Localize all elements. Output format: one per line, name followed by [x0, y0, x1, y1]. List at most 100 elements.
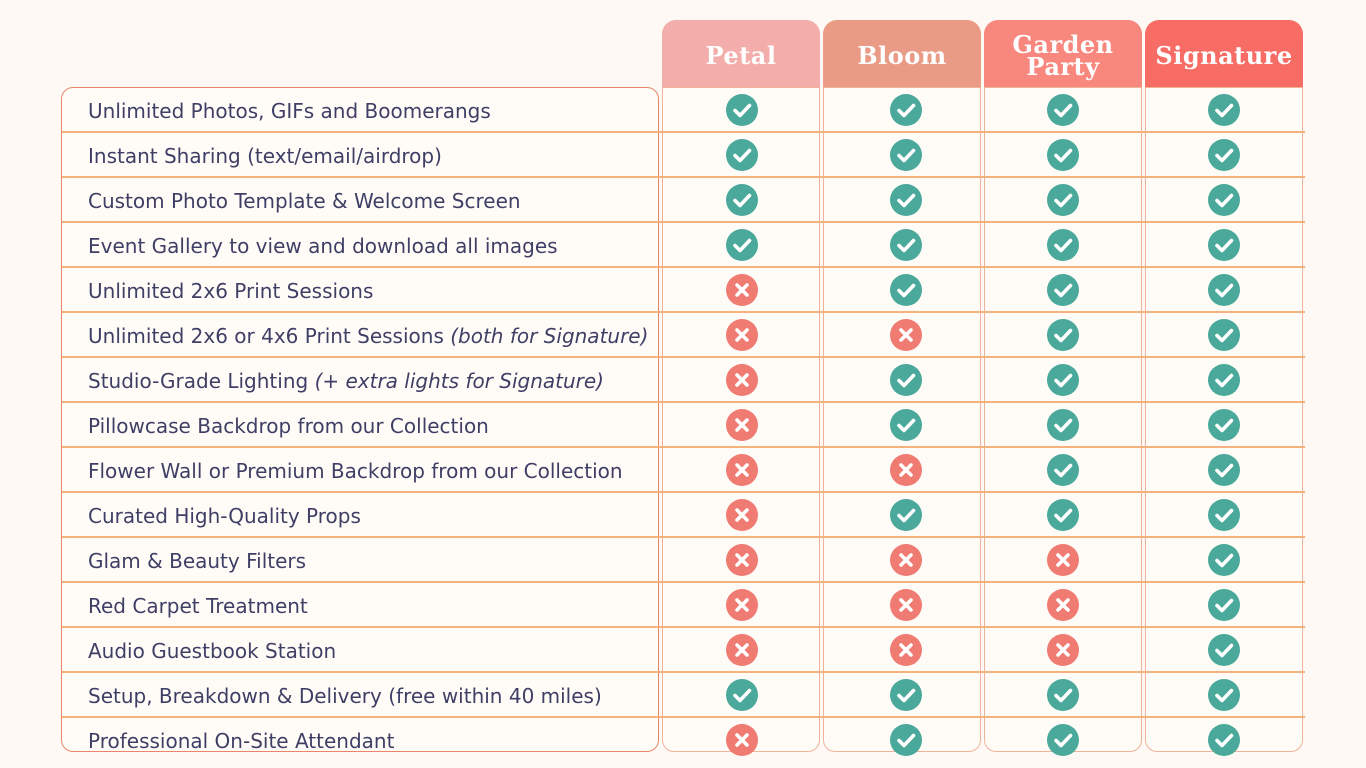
x-circle-icon: [890, 633, 922, 666]
feature-label: Glam & Beauty Filters: [88, 548, 307, 573]
check-circle-icon: [1208, 228, 1240, 261]
check-circle-icon: [890, 273, 922, 306]
row-divider: [62, 311, 1305, 313]
x-circle-icon: [1047, 633, 1079, 666]
row-divider: [62, 176, 1305, 178]
row-divider: [62, 266, 1305, 268]
x-circle-icon: [890, 318, 922, 351]
feature-row: Professional On-Site Attendant: [62, 718, 658, 763]
x-circle-icon: [726, 453, 758, 486]
row-divider: [62, 131, 1305, 133]
feature-label: Instant Sharing (text/email/airdrop): [88, 143, 442, 168]
row-divider: [62, 626, 1305, 628]
check-circle-icon: [1208, 408, 1240, 441]
check-circle-icon: [1047, 138, 1079, 171]
feature-label: Unlimited 2x6 or 4x6 Print Sessions: [88, 323, 451, 348]
row-divider: [62, 716, 1305, 718]
feature-row: Unlimited Photos, GIFs and Boomerangs: [62, 88, 658, 133]
row-divider: [62, 446, 1305, 448]
row-divider: [62, 356, 1305, 358]
feature-row: Unlimited 2x6 Print Sessions: [62, 268, 658, 313]
feature-row: Flower Wall or Premium Backdrop from our…: [62, 448, 658, 493]
x-circle-icon: [726, 318, 758, 351]
check-circle-icon: [890, 408, 922, 441]
feature-row: Unlimited 2x6 or 4x6 Print Sessions (bot…: [62, 313, 658, 358]
feature-label: Curated High-Quality Props: [88, 503, 361, 528]
row-divider: [62, 221, 1305, 223]
feature-label: Event Gallery to view and download all i…: [88, 233, 558, 258]
row-divider: [62, 401, 1305, 403]
x-circle-icon: [726, 408, 758, 441]
feature-row: Curated High-Quality Props: [62, 493, 658, 538]
check-circle-icon: [1208, 273, 1240, 306]
check-circle-icon: [1208, 318, 1240, 351]
x-circle-icon: [726, 588, 758, 621]
x-circle-icon: [726, 543, 758, 576]
check-circle-icon: [726, 183, 758, 216]
check-circle-icon: [726, 138, 758, 171]
check-circle-icon: [1047, 453, 1079, 486]
feature-note: (+ extra lights for Signature): [314, 368, 604, 393]
feature-row: Custom Photo Template & Welcome Screen: [62, 178, 658, 223]
check-circle-icon: [890, 138, 922, 171]
feature-row: Event Gallery to view and download all i…: [62, 223, 658, 268]
check-circle-icon: [1047, 318, 1079, 351]
check-circle-icon: [1208, 588, 1240, 621]
x-circle-icon: [726, 498, 758, 531]
x-circle-icon: [890, 543, 922, 576]
feature-row: Setup, Breakdown & Delivery (free within…: [62, 673, 658, 718]
check-circle-icon: [890, 678, 922, 711]
check-circle-icon: [726, 678, 758, 711]
check-circle-icon: [890, 228, 922, 261]
feature-label: Professional On-Site Attendant: [88, 728, 395, 753]
x-circle-icon: [726, 363, 758, 396]
x-circle-icon: [726, 633, 758, 666]
row-divider: [62, 491, 1305, 493]
plan-header-bloom: Bloom: [823, 20, 981, 92]
feature-note: (both for Signature): [450, 323, 649, 348]
check-circle-icon: [1047, 723, 1079, 756]
row-divider: [62, 581, 1305, 583]
check-circle-icon: [1047, 678, 1079, 711]
feature-row: Studio-Grade Lighting (+ extra lights fo…: [62, 358, 658, 403]
feature-row: Instant Sharing (text/email/airdrop): [62, 133, 658, 178]
check-circle-icon: [1047, 408, 1079, 441]
plan-name: Signature: [1155, 41, 1293, 70]
x-circle-icon: [1047, 543, 1079, 576]
feature-label: Studio-Grade Lighting: [88, 368, 315, 393]
feature-label: Unlimited Photos, GIFs and Boomerangs: [88, 98, 491, 123]
check-circle-icon: [1208, 543, 1240, 576]
feature-label: Audio Guestbook Station: [88, 638, 337, 663]
check-circle-icon: [890, 723, 922, 756]
feature-row: Glam & Beauty Filters: [62, 538, 658, 583]
x-circle-icon: [726, 273, 758, 306]
row-divider: [62, 671, 1305, 673]
check-circle-icon: [1208, 183, 1240, 216]
check-circle-icon: [1047, 498, 1079, 531]
check-circle-icon: [890, 363, 922, 396]
check-circle-icon: [726, 228, 758, 261]
check-circle-icon: [1208, 678, 1240, 711]
row-divider: [62, 536, 1305, 538]
check-circle-icon: [1208, 498, 1240, 531]
plan-name: Garden Party: [1012, 30, 1114, 81]
check-circle-icon: [726, 93, 758, 126]
x-circle-icon: [1047, 588, 1079, 621]
feature-label: Red Carpet Treatment: [88, 593, 308, 618]
check-circle-icon: [890, 93, 922, 126]
feature-row: Audio Guestbook Station: [62, 628, 658, 673]
x-circle-icon: [890, 588, 922, 621]
feature-row: Pillowcase Backdrop from our Collection: [62, 403, 658, 448]
check-circle-icon: [1208, 138, 1240, 171]
feature-label: Pillowcase Backdrop from our Collection: [88, 413, 489, 438]
feature-label: Flower Wall or Premium Backdrop from our…: [88, 458, 623, 483]
plan-header-signature: Signature: [1145, 20, 1303, 92]
feature-row: Red Carpet Treatment: [62, 583, 658, 628]
check-circle-icon: [1208, 93, 1240, 126]
feature-list: Unlimited Photos, GIFs and Boomerangs Ins…: [61, 87, 659, 753]
feature-label: Custom Photo Template & Welcome Screen: [88, 188, 521, 213]
check-circle-icon: [1047, 183, 1079, 216]
check-circle-icon: [890, 183, 922, 216]
x-circle-icon: [726, 723, 758, 756]
